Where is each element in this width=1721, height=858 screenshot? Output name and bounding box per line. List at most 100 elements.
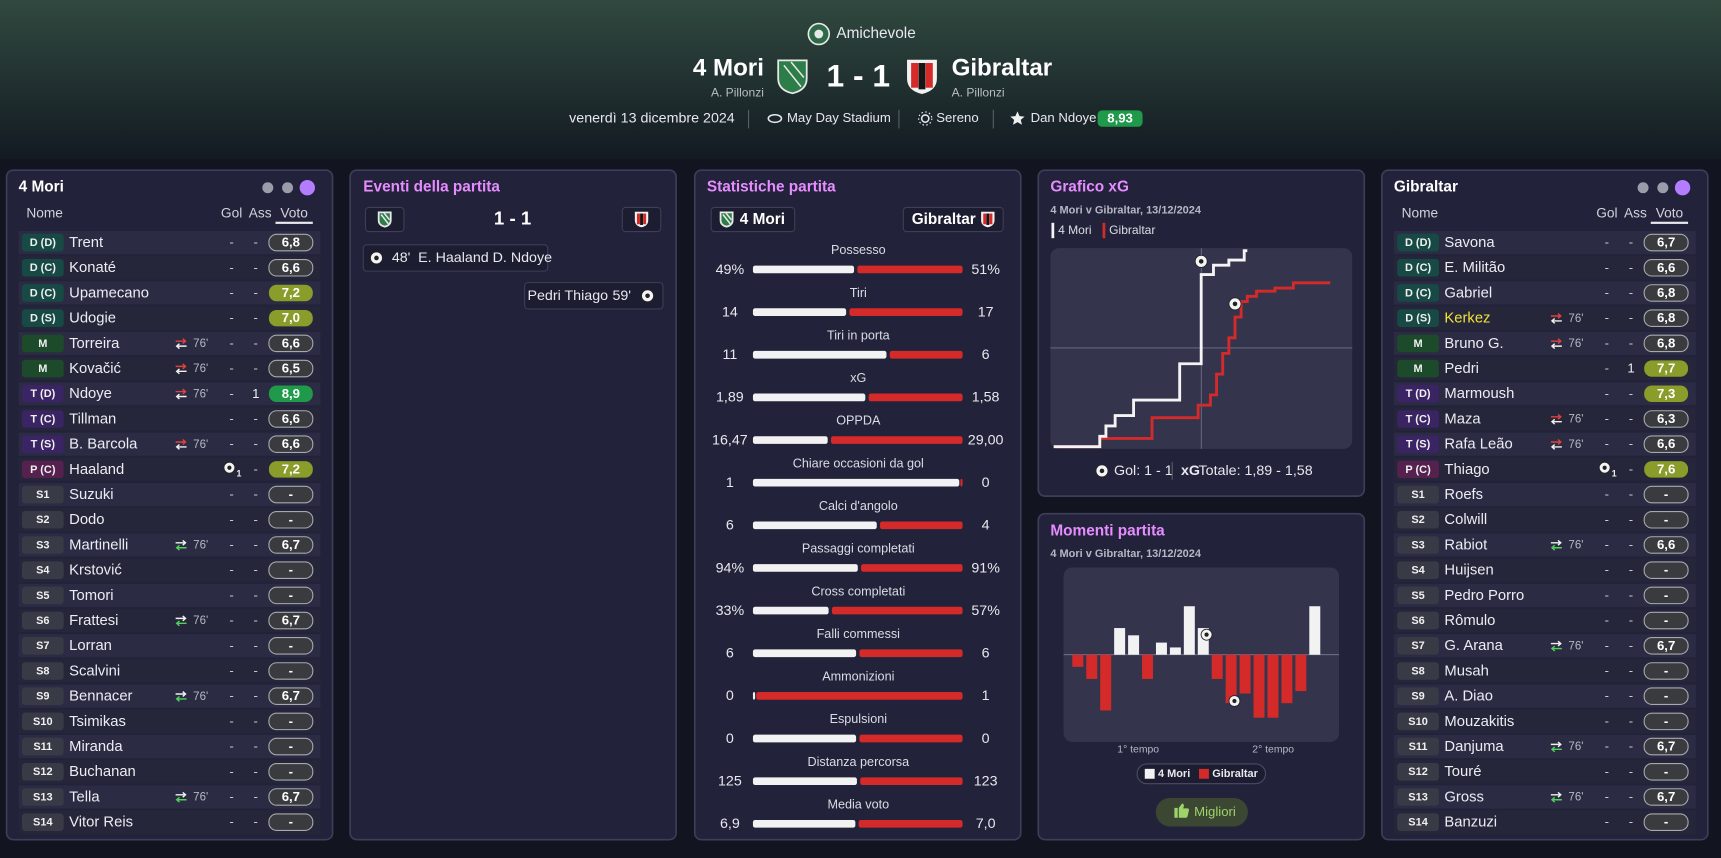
assists: -	[1629, 512, 1633, 527]
player-name: Gross	[1444, 789, 1483, 805]
match-date: venerdì 13 dicembre 2024	[569, 110, 735, 126]
player-row[interactable]	[18, 659, 321, 683]
sub-icon-in	[175, 368, 187, 375]
panel-dot[interactable]	[1674, 180, 1691, 196]
player-row[interactable]	[18, 231, 321, 255]
player-row[interactable]	[1393, 231, 1696, 255]
player-row[interactable]	[1393, 684, 1696, 708]
player-row[interactable]	[1393, 483, 1696, 507]
momentum-bar	[1155, 642, 1167, 655]
button[interactable]	[1155, 797, 1248, 827]
player-row[interactable]	[18, 281, 321, 305]
player-row[interactable]	[1393, 558, 1696, 582]
assists: -	[254, 713, 258, 728]
player-row[interactable]	[1393, 407, 1696, 431]
rating: 7,2	[282, 461, 300, 476]
player-row[interactable]	[1393, 735, 1696, 759]
player-row[interactable]	[1393, 306, 1696, 330]
rating: 6,7	[282, 613, 300, 628]
assists: -	[254, 537, 258, 552]
stat-bar-home	[752, 478, 960, 487]
column-header: Voto	[280, 206, 308, 221]
rating-pill	[1643, 586, 1689, 605]
player-row[interactable]	[1393, 583, 1696, 607]
player-row[interactable]	[18, 256, 321, 280]
player-row[interactable]	[1393, 256, 1696, 280]
assists: -	[254, 638, 258, 653]
stat-away-value: 29,00	[968, 432, 1004, 448]
player-row[interactable]	[18, 684, 321, 708]
player-row[interactable]	[18, 331, 321, 355]
player-row[interactable]	[1393, 457, 1696, 481]
assists: -	[254, 764, 258, 779]
player-row[interactable]	[1393, 709, 1696, 733]
goal-icon-patch	[645, 293, 650, 299]
player-row[interactable]	[1393, 785, 1696, 809]
event-box[interactable]	[362, 244, 549, 272]
player-row[interactable]	[18, 785, 321, 809]
sub-minute: 76'	[193, 615, 208, 627]
player-row[interactable]	[1393, 634, 1696, 658]
column-header: Nome	[1402, 206, 1439, 221]
player-row[interactable]	[18, 508, 321, 532]
legend-label: Gibraltar	[1109, 223, 1155, 237]
player-row[interactable]	[1393, 659, 1696, 683]
goals: -	[229, 713, 233, 728]
stat-away-value: 1	[982, 688, 990, 704]
panel-dot[interactable]	[299, 180, 316, 196]
player-row[interactable]	[1393, 281, 1696, 305]
player-name: Kerkez	[1444, 311, 1490, 327]
goals: -	[1605, 764, 1609, 779]
player-row[interactable]	[18, 306, 321, 330]
player-row[interactable]	[1393, 382, 1696, 406]
player-row[interactable]	[18, 634, 321, 658]
assists: -	[1629, 587, 1633, 602]
stat-label: Cross completati	[811, 584, 905, 598]
player-row[interactable]	[18, 810, 321, 834]
player-row[interactable]	[1393, 810, 1696, 834]
player-row[interactable]	[18, 583, 321, 607]
player-row[interactable]	[1393, 357, 1696, 381]
stat-bar-home	[752, 649, 857, 658]
assists: -	[254, 613, 258, 628]
player-name: Banzuzi	[1444, 815, 1497, 831]
player-row[interactable]	[18, 533, 321, 557]
player-row[interactable]	[18, 483, 321, 507]
sub-icon-in	[1550, 544, 1562, 551]
footer-xg-total: Totale: 1,89 - 1,58	[1199, 463, 1313, 479]
player-row[interactable]	[1393, 533, 1696, 557]
player-row[interactable]	[1393, 432, 1696, 456]
player-row[interactable]	[18, 457, 321, 481]
player-name: Danjuma	[1444, 739, 1504, 755]
player-row[interactable]	[1393, 508, 1696, 532]
momentum-bar	[1239, 654, 1251, 694]
position: S7	[1411, 640, 1424, 652]
player-row[interactable]	[18, 432, 321, 456]
legend-label: 4 Mori	[1158, 768, 1190, 780]
player-row[interactable]	[18, 609, 321, 633]
position-badge	[1397, 485, 1439, 504]
player-row[interactable]	[1393, 609, 1696, 633]
rating: -	[1664, 814, 1668, 829]
player-row[interactable]	[18, 407, 321, 431]
position: S5	[1411, 590, 1424, 602]
player-row[interactable]	[18, 558, 321, 582]
player-row[interactable]	[18, 735, 321, 759]
away-crest-band	[983, 213, 987, 225]
stat-home-value: 11	[722, 347, 737, 363]
position-badge	[1397, 284, 1439, 302]
rating: 6,7	[282, 688, 300, 703]
player-row[interactable]	[18, 760, 321, 784]
position: S10	[1408, 716, 1428, 728]
player-row[interactable]	[1393, 331, 1696, 355]
player-row[interactable]	[18, 382, 321, 406]
sub-icon-in	[175, 343, 187, 350]
event-box[interactable]	[524, 282, 664, 310]
rating: -	[289, 587, 293, 602]
rating-pill	[268, 359, 314, 378]
player-row[interactable]	[1393, 760, 1696, 784]
position-badge	[21, 485, 64, 504]
player-row[interactable]	[18, 357, 321, 381]
player-row[interactable]	[18, 709, 321, 733]
position: D (C)	[30, 262, 57, 274]
